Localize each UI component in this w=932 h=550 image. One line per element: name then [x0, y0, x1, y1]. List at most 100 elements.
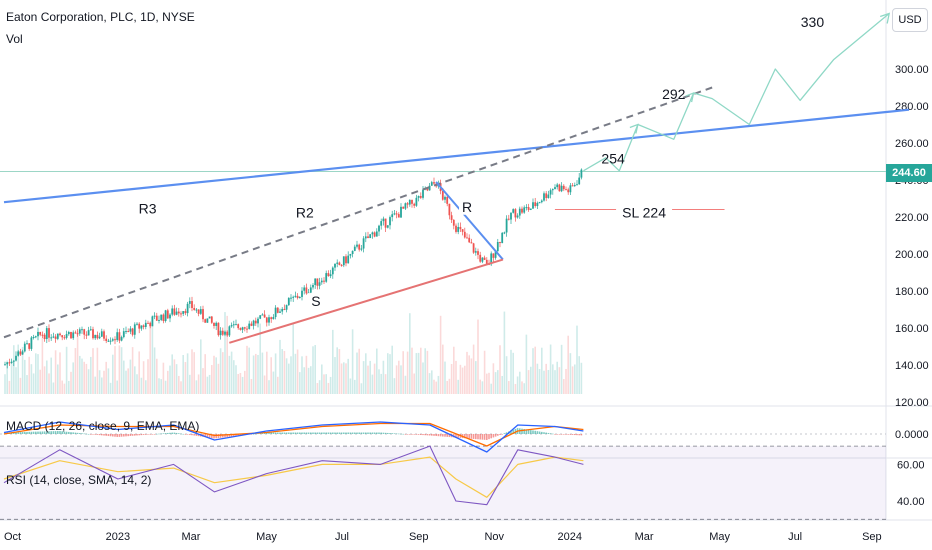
macd-histogram-bar — [327, 432, 330, 434]
candle-body — [290, 297, 292, 299]
volume-bar — [301, 356, 303, 394]
volume-bar — [387, 353, 389, 394]
macd-histogram-bar — [481, 434, 484, 440]
volume-bar — [28, 356, 30, 394]
macd-histogram-bar — [61, 431, 63, 434]
volume-bar — [112, 354, 114, 394]
macd-histogram-bar — [189, 434, 191, 435]
price-tick-label: 140.00 — [895, 360, 929, 372]
volume-bar — [59, 352, 61, 394]
candle-body — [501, 232, 504, 244]
macd-line — [3, 421, 584, 453]
candle-body — [23, 343, 26, 352]
candle-body — [356, 244, 358, 247]
macd-histogram-bar — [393, 433, 396, 434]
volume-bar — [514, 383, 517, 394]
volume-bar — [32, 373, 35, 394]
volume-bar — [142, 361, 145, 394]
macd-histogram-bar — [422, 434, 424, 436]
macd-histogram-bar — [252, 433, 255, 435]
volume-bar — [323, 374, 325, 394]
macd-histogram-bar — [208, 434, 211, 438]
macd-histogram-bar — [118, 434, 121, 437]
volume-bar — [329, 376, 332, 394]
candle-body — [254, 320, 257, 324]
volume-bar — [369, 360, 371, 394]
macd-histogram-bar — [464, 434, 466, 439]
volume-bar — [508, 381, 510, 394]
macd-histogram-bar — [470, 434, 473, 439]
macd-histogram-bar — [37, 431, 39, 434]
candle-body — [378, 225, 380, 232]
macd-histogram-bar — [420, 434, 422, 435]
macd-histogram-bar — [521, 428, 523, 434]
candle-body — [395, 213, 398, 215]
macd-histogram-bar — [354, 432, 356, 434]
candle-body — [202, 309, 204, 320]
macd-histogram-bar — [79, 433, 81, 434]
macd-histogram-bar — [180, 433, 182, 435]
annotation-label: R2 — [296, 204, 314, 220]
candle-body — [252, 320, 255, 326]
candle-body — [246, 328, 248, 330]
macd-histogram-bar — [149, 434, 151, 435]
candle-body — [166, 310, 169, 319]
macd-histogram-bar — [567, 434, 569, 435]
candle-body — [551, 189, 554, 191]
candle-body — [514, 209, 517, 218]
volume-bar — [536, 363, 539, 394]
macd-tick-label: 0.0000 — [895, 429, 929, 441]
macd-histogram-bar — [162, 433, 165, 434]
volume-bar — [120, 347, 123, 394]
candle-body — [386, 225, 389, 228]
rsi-legend: RSI (14, close, SMA, 14, 2) — [6, 473, 152, 487]
macd-histogram-bar — [266, 432, 268, 434]
candle-body — [129, 328, 132, 332]
macd-histogram-bar — [272, 432, 275, 434]
macd-histogram-bar — [299, 432, 301, 434]
macd-histogram-bar — [226, 434, 228, 438]
candle-body — [239, 328, 242, 330]
macd-histogram-bar — [279, 432, 281, 434]
macd-histogram-bar — [81, 433, 83, 434]
candle-body — [87, 330, 90, 336]
macd-histogram-bar — [158, 433, 160, 435]
candle-body — [111, 339, 114, 341]
volume-bar — [167, 370, 169, 394]
macd-histogram-bar — [380, 432, 382, 434]
candle-body — [17, 351, 20, 356]
candle-body — [569, 185, 572, 193]
macd-histogram-bar — [479, 434, 481, 440]
volume-bar — [105, 361, 107, 394]
macd-histogram-bar — [173, 432, 176, 434]
volume-bar — [116, 380, 118, 394]
macd-histogram-bar — [219, 434, 222, 438]
volume-bar — [395, 365, 398, 394]
candle-body — [287, 297, 290, 306]
volume-bar — [527, 370, 530, 394]
volume-bar — [532, 348, 534, 394]
volume-bar — [492, 363, 495, 394]
macd-histogram-bar — [193, 434, 195, 436]
volume-bar — [435, 381, 437, 394]
macd-histogram-bar — [65, 431, 68, 434]
volume-bar — [516, 376, 519, 394]
volume-bar — [57, 364, 59, 394]
volume-bar — [19, 377, 22, 394]
candle-body — [34, 336, 37, 338]
currency-button[interactable]: USD — [892, 8, 928, 32]
candle-body — [19, 351, 22, 355]
volume-bar — [534, 346, 536, 394]
volume-bar — [272, 371, 275, 394]
macd-histogram-bar — [523, 429, 525, 434]
macd-histogram-bar — [428, 434, 431, 436]
candle-body — [362, 238, 365, 249]
volume-bar — [233, 360, 235, 394]
volume-bar — [202, 368, 204, 394]
candle-body — [422, 189, 424, 198]
volume-bar — [248, 347, 250, 394]
macd-histogram-bar — [409, 434, 411, 435]
candle-body — [492, 253, 495, 258]
volume-bar — [274, 353, 277, 394]
